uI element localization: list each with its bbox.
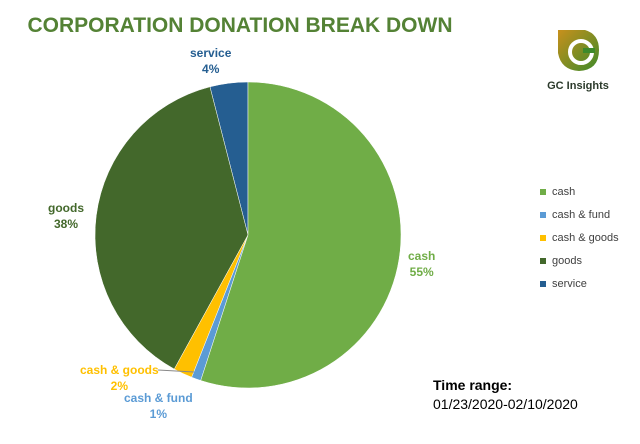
pie-slice-goods bbox=[94, 86, 249, 370]
label-value: 2% bbox=[110, 379, 129, 393]
label-cash: cash 55% bbox=[408, 248, 435, 280]
label-name: cash bbox=[408, 249, 436, 263]
legend-label: service bbox=[552, 277, 587, 290]
label-name: goods bbox=[48, 201, 84, 215]
label-name: cash & fund bbox=[124, 391, 193, 405]
label-value: 1% bbox=[149, 407, 167, 421]
label-cash-goods: cash & goods 2% bbox=[80, 362, 159, 394]
logo: GC Insights bbox=[538, 28, 618, 92]
legend-swatch bbox=[540, 280, 546, 287]
legend-swatch bbox=[540, 234, 546, 241]
chart-title: CORPORATION DONATION BREAK DOWN bbox=[27, 14, 453, 37]
gc-logo-icon bbox=[558, 30, 599, 71]
legend-item: cash & fund bbox=[540, 203, 619, 226]
legend-label: cash & goods bbox=[552, 231, 619, 244]
legend: cash cash & fund cash & goods goods service bbox=[540, 180, 619, 295]
time-range: Time range: 01/23/2020-02/10/2020 bbox=[433, 376, 578, 414]
time-range-value: 01/23/2020-02/10/2020 bbox=[433, 396, 578, 412]
time-range-label: Time range: bbox=[433, 377, 513, 393]
pie-slice-cash bbox=[200, 81, 402, 389]
label-name: service bbox=[190, 46, 232, 60]
label-value: 38% bbox=[53, 217, 79, 231]
label-cash-fund: cash & fund 1% bbox=[124, 390, 193, 422]
leader-line bbox=[157, 369, 195, 373]
legend-swatch bbox=[540, 257, 546, 264]
legend-label: cash bbox=[552, 185, 576, 198]
legend-item: service bbox=[540, 272, 619, 295]
legend-item: cash & goods bbox=[540, 226, 619, 249]
label-value: 4% bbox=[202, 62, 220, 76]
label-goods: goods 38% bbox=[48, 200, 84, 232]
legend-swatch bbox=[540, 188, 546, 195]
legend-item: goods bbox=[540, 249, 619, 272]
label-name: cash & goods bbox=[80, 363, 159, 377]
label-value: 55% bbox=[409, 265, 434, 279]
legend-item: cash bbox=[540, 180, 619, 203]
legend-swatch bbox=[540, 211, 546, 218]
legend-label: goods bbox=[552, 254, 582, 267]
label-service: service 4% bbox=[190, 45, 231, 77]
legend-label: cash & fund bbox=[552, 208, 611, 221]
logo-text: GC Insights bbox=[547, 80, 609, 92]
